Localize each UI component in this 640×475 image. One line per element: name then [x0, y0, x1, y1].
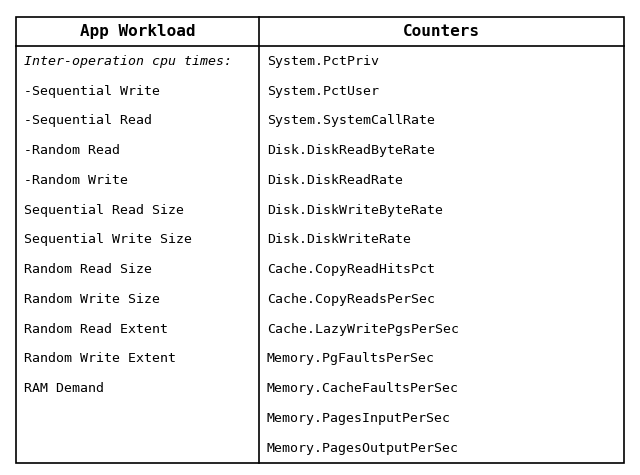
Text: Cache.LazyWritePgsPerSec: Cache.LazyWritePgsPerSec — [267, 323, 459, 336]
Text: Disk.DiskReadRate: Disk.DiskReadRate — [267, 174, 403, 187]
Text: Random Write Extent: Random Write Extent — [24, 352, 175, 365]
Text: Cache.CopyReadsPerSec: Cache.CopyReadsPerSec — [267, 293, 435, 306]
Text: Memory.PgFaultsPerSec: Memory.PgFaultsPerSec — [267, 352, 435, 365]
Text: Disk.DiskWriteRate: Disk.DiskWriteRate — [267, 233, 411, 247]
Text: -Sequential Read: -Sequential Read — [24, 114, 152, 127]
Text: RAM Demand: RAM Demand — [24, 382, 104, 395]
Text: Sequential Read Size: Sequential Read Size — [24, 204, 184, 217]
Text: -Random Write: -Random Write — [24, 174, 128, 187]
Text: Disk.DiskWriteByteRate: Disk.DiskWriteByteRate — [267, 204, 443, 217]
Text: Inter-operation cpu times:: Inter-operation cpu times: — [24, 55, 232, 68]
Text: Random Read Size: Random Read Size — [24, 263, 152, 276]
Text: -Random Read: -Random Read — [24, 144, 120, 157]
Text: Cache.CopyReadHitsPct: Cache.CopyReadHitsPct — [267, 263, 435, 276]
Text: Random Write Size: Random Write Size — [24, 293, 160, 306]
Text: System.PctUser: System.PctUser — [267, 85, 379, 97]
Text: System.PctPriv: System.PctPriv — [267, 55, 379, 68]
Text: Memory.CacheFaultsPerSec: Memory.CacheFaultsPerSec — [267, 382, 459, 395]
Text: Counters: Counters — [403, 24, 480, 39]
Text: -Sequential Write: -Sequential Write — [24, 85, 160, 97]
Text: App Workload: App Workload — [80, 24, 195, 39]
Text: System.SystemCallRate: System.SystemCallRate — [267, 114, 435, 127]
Text: Memory.PagesInputPerSec: Memory.PagesInputPerSec — [267, 412, 451, 425]
Text: Disk.DiskReadByteRate: Disk.DiskReadByteRate — [267, 144, 435, 157]
Text: Sequential Write Size: Sequential Write Size — [24, 233, 192, 247]
Text: Memory.PagesOutputPerSec: Memory.PagesOutputPerSec — [267, 442, 459, 455]
Text: Random Read Extent: Random Read Extent — [24, 323, 168, 336]
